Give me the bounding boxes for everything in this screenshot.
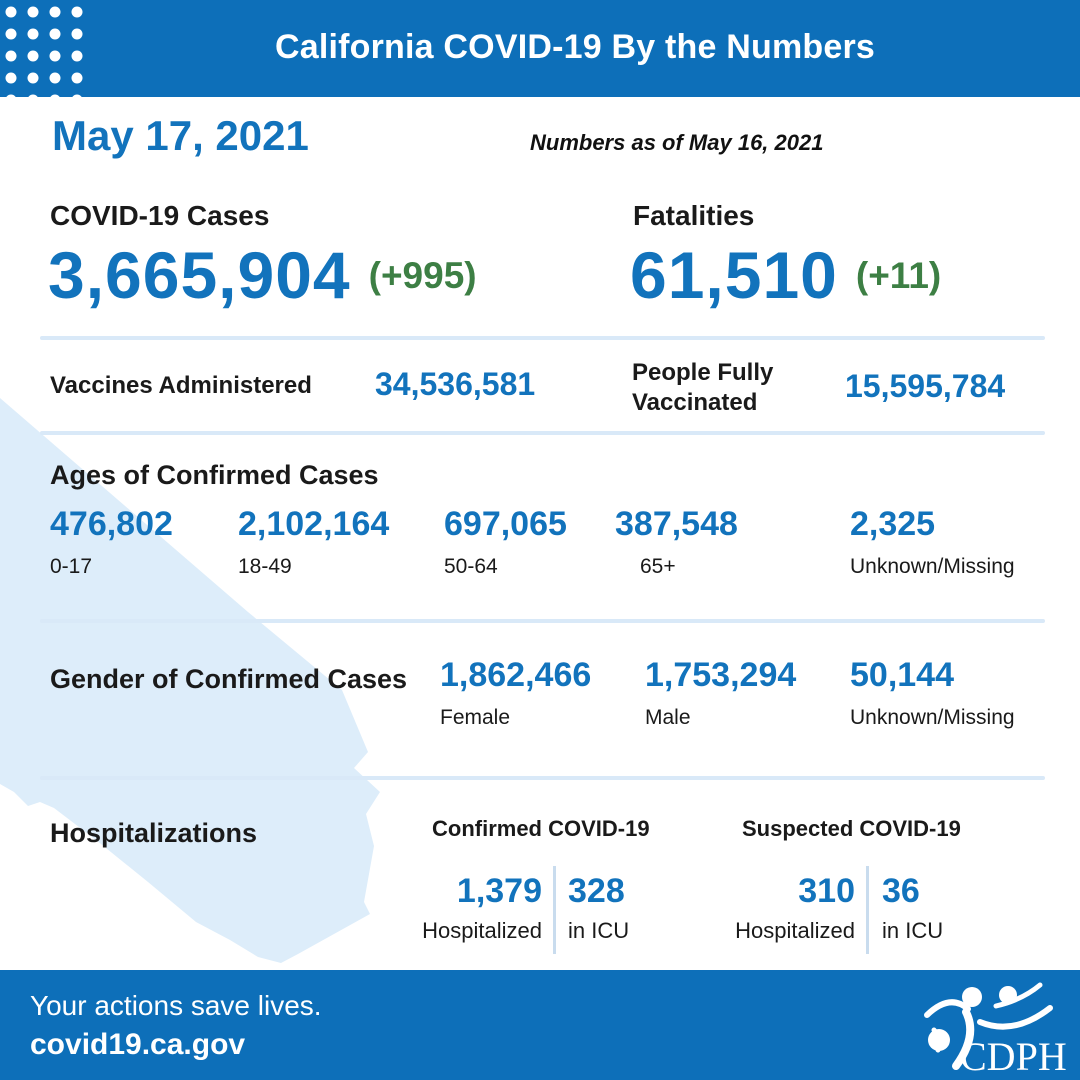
- cases-value-row: 3,665,904 (+995): [48, 242, 477, 308]
- footer-url: covid19.ca.gov: [30, 1028, 246, 1061]
- age-group-label: 50-64: [444, 555, 498, 578]
- gender-group-value: 1,753,294: [645, 656, 797, 694]
- divider: [40, 431, 1045, 435]
- footer-band: Your actions save lives. covid19.ca.gov …: [0, 970, 1080, 1080]
- age-group-label: 18-49: [238, 555, 292, 578]
- age-group-label: 65+: [640, 555, 676, 578]
- suspected-covid-header: Suspected COVID-19: [742, 816, 961, 841]
- suspected-hospitalized-label: Hospitalized: [735, 918, 855, 943]
- age-group-value: 2,102,164: [238, 505, 390, 543]
- confirmed-icu-value: 328: [568, 872, 625, 910]
- gender-group-value: 50,144: [850, 656, 954, 694]
- age-group-value: 2,325: [850, 505, 936, 543]
- gender-section-title: Gender of Confirmed Cases: [50, 664, 408, 694]
- fully-vaccinated-value: 15,595,784: [845, 368, 1006, 404]
- divider: [40, 776, 1045, 780]
- gender-group-label: Male: [645, 706, 691, 729]
- gender-group-label: Unknown/Missing: [850, 706, 1015, 729]
- column-divider: [553, 866, 556, 954]
- gender-groups: 1,862,466 Female 1,753,294 Male 50,144 U…: [0, 656, 1080, 746]
- as-of-note: Numbers as of May 16, 2021: [530, 130, 824, 155]
- fatalities-value: 61,510: [630, 238, 838, 312]
- age-group-value: 476,802: [50, 505, 173, 543]
- confirmed-icu-label: in ICU: [568, 918, 630, 943]
- cdph-logo: CDPH: [924, 982, 1067, 1076]
- page-title: California COVID-19 By the Numbers: [274, 28, 876, 66]
- age-group-value: 387,548: [615, 505, 738, 543]
- ages-section-title: Ages of Confirmed Cases: [50, 460, 379, 490]
- gender-group-label: Female: [440, 706, 511, 729]
- report-date: May 17, 2021: [52, 112, 309, 159]
- cdph-logo-text: CDPH: [960, 1034, 1067, 1076]
- suspected-icu-label: in ICU: [882, 918, 944, 943]
- ages-groups: 476,802 0-17 2,102,164 18-49 697,065 50-…: [0, 505, 1080, 595]
- fatalities-delta: (+11): [855, 254, 942, 296]
- age-group-value: 697,065: [444, 505, 567, 543]
- fatalities-value-row: 61,510 (+11): [630, 242, 941, 308]
- dots-grid-icon: [5, 6, 83, 97]
- footer-tagline: Your actions save lives.: [30, 990, 322, 1021]
- fatalities-label: Fatalities: [633, 200, 755, 231]
- confirmed-hospitalized-value: 1,379: [456, 872, 542, 910]
- cases-delta: (+995): [368, 254, 477, 296]
- vaccines-administered-value: 34,536,581: [375, 366, 536, 402]
- age-group-label: Unknown/Missing: [850, 555, 1015, 578]
- fully-vaccinated-label: People Fully Vaccinated: [632, 359, 774, 416]
- confirmed-covid-header: Confirmed COVID-19: [432, 816, 650, 841]
- cases-label: COVID-19 Cases: [50, 200, 270, 231]
- column-divider: [866, 866, 869, 954]
- age-group-label: 0-17: [50, 555, 93, 578]
- suspected-hospitalized-value: 310: [798, 872, 855, 910]
- cases-value: 3,665,904: [48, 238, 351, 312]
- confirmed-hospitalized-label: Hospitalized: [422, 918, 542, 943]
- header-band: California COVID-19 By the Numbers: [0, 0, 1080, 97]
- gender-group-value: 1,862,466: [440, 656, 592, 694]
- hospitalizations-section-title: Hospitalizations: [50, 818, 258, 848]
- divider: [40, 619, 1045, 623]
- divider: [40, 336, 1045, 340]
- vaccines-administered-label: Vaccines Administered: [50, 372, 312, 399]
- suspected-icu-value: 36: [882, 872, 920, 910]
